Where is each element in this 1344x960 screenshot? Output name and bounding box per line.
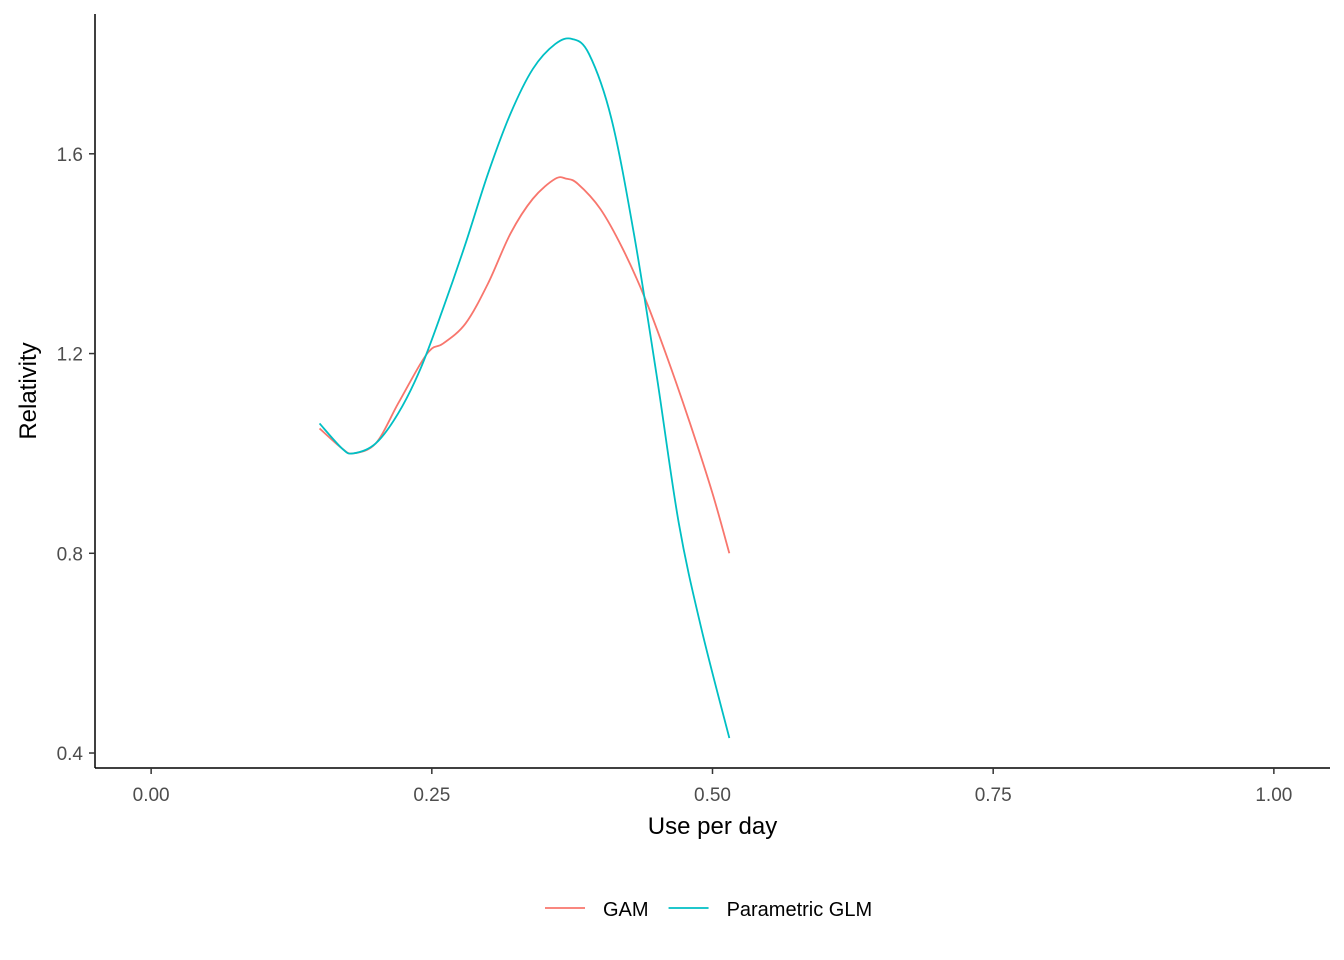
y-tick-label: 1.6	[57, 145, 83, 166]
x-axis-title: Use per day	[648, 813, 777, 840]
series-line-parametric-glm	[318, 37, 731, 739]
x-tick-label: 0.00	[133, 785, 170, 806]
x-tick-label: 1.00	[1255, 785, 1292, 806]
legend-item-gam: GAM	[545, 899, 649, 921]
y-axis-title: Relativity	[15, 342, 42, 439]
legend-item-parametric-glm: Parametric GLM	[668, 899, 873, 921]
plot-area	[318, 37, 731, 739]
x-tick-label: 0.75	[975, 785, 1012, 806]
legend-label-parametric-glm: Parametric GLM	[727, 899, 873, 921]
x-tick-label: 0.50	[694, 785, 731, 806]
series-line-gam	[318, 176, 731, 554]
x-tick-label: 0.25	[413, 785, 450, 806]
y-axis-ticks: 0.4 0.8 1.2 1.6	[57, 145, 95, 765]
legend-label-gam: GAM	[603, 899, 649, 921]
y-tick-label: 0.8	[57, 544, 83, 565]
legend: GAM Parametric GLM	[545, 899, 872, 921]
x-axis-ticks: 0.00 0.25 0.50 0.75 1.00	[133, 768, 1292, 806]
y-tick-label: 1.2	[57, 345, 83, 366]
y-tick-label: 0.4	[57, 744, 84, 765]
